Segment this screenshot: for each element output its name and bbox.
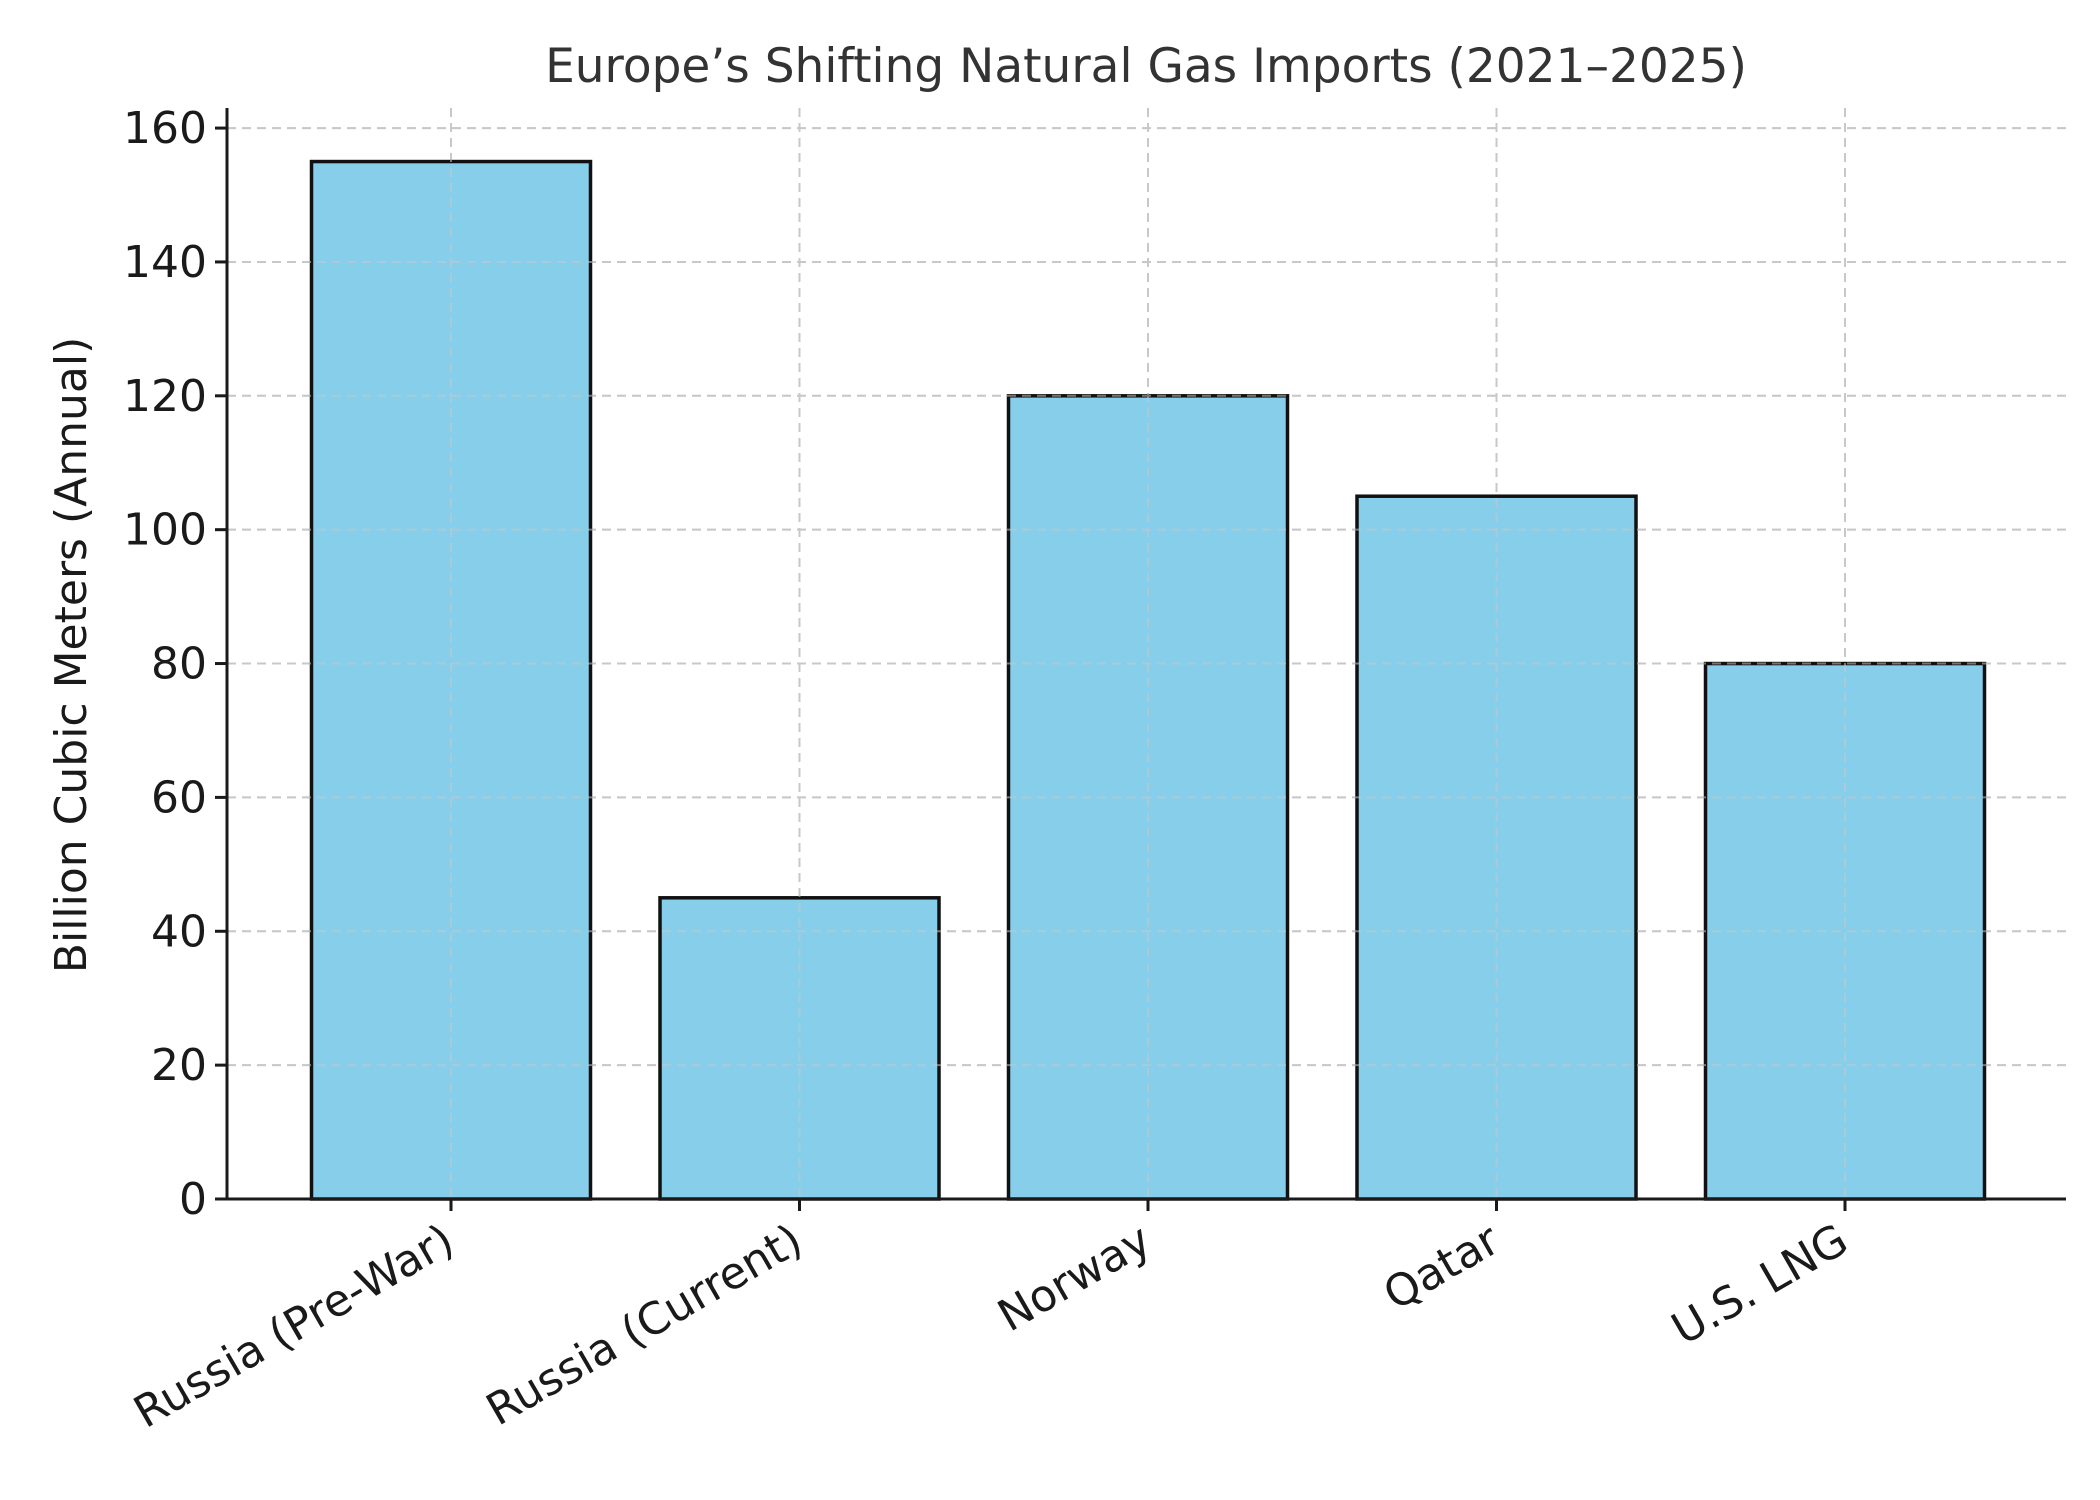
y-tick-label-7: 140: [123, 237, 207, 288]
x-tick-label-1: Russia (Current): [478, 1214, 811, 1436]
y-tick-label-8: 160: [123, 103, 207, 154]
y-axis-label: Billion Cubic Meters (Annual): [46, 337, 97, 973]
y-tick-label-0: 0: [179, 1174, 207, 1225]
y-tick-label-1: 20: [151, 1040, 207, 1091]
x-tick-label-4: U.S. LNG: [1663, 1214, 1856, 1355]
y-tick-label-4: 80: [151, 639, 207, 690]
x-axis-ticks: Russia (Pre-War) Russia (Current) Norway Qa…: [126, 1199, 1857, 1438]
y-tick-label-3: 60: [151, 772, 207, 823]
chart-title: Europe’s Shifting Natural Gas Imports (2…: [545, 39, 1747, 94]
y-tick-label-2: 40: [151, 906, 207, 957]
bars: [227, 108, 2066, 1201]
x-tick-label-0: Russia (Pre-War): [126, 1214, 463, 1438]
x-tick-label-3: Qatar: [1375, 1214, 1509, 1321]
y-axis-ticks: 0 20 40 60 80 100 120 140 160: [123, 103, 227, 1225]
y-tick-label-6: 120: [123, 371, 207, 422]
bar-1: [658, 896, 941, 1201]
y-tick-label-5: 100: [123, 505, 207, 556]
x-tick-label-2: Norway: [989, 1214, 1159, 1342]
